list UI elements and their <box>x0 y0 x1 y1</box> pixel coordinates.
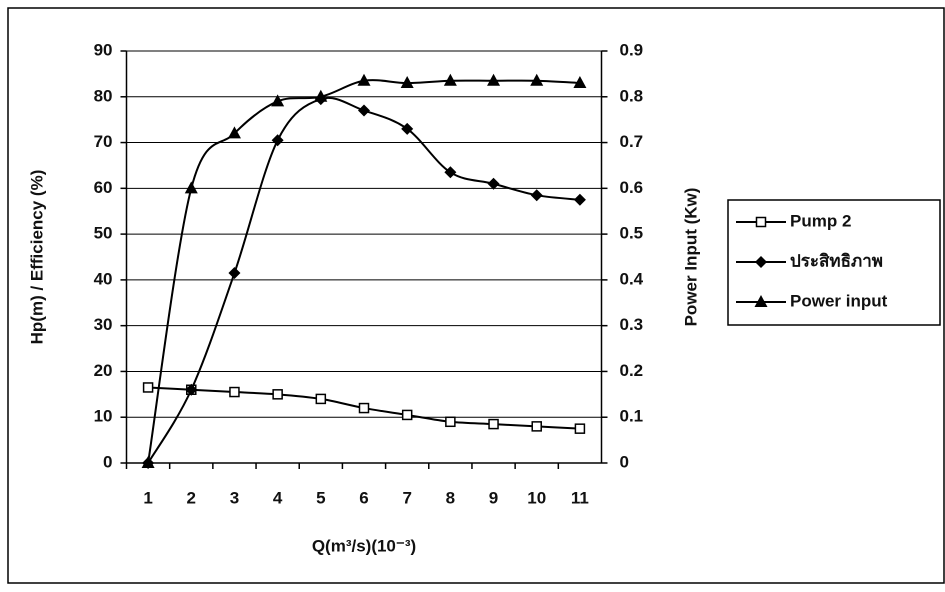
y-tick-label: 70 <box>94 132 113 151</box>
x-tick-label: 8 <box>446 488 455 507</box>
data-point <box>574 423 586 434</box>
x-tick-label: 9 <box>489 488 498 507</box>
legend-marker <box>755 256 767 268</box>
data-point <box>184 181 198 194</box>
y-tick-label: 90 <box>94 40 113 59</box>
data-point <box>445 416 456 428</box>
data-point <box>530 73 544 86</box>
y2-tick-label: 0.6 <box>620 178 644 197</box>
legend-label: Pump 2 <box>790 211 851 230</box>
y-tick-label: 60 <box>94 178 113 197</box>
y2-tick-label: 0.2 <box>620 361 644 380</box>
data-point <box>271 94 285 107</box>
y2-tick-label: 0.1 <box>620 407 644 426</box>
y2-tick-label: 0.5 <box>620 224 644 243</box>
data-point <box>272 389 283 400</box>
y-tick-label: 30 <box>94 315 113 334</box>
x-tick-label: 1 <box>143 488 152 507</box>
y2-tick-label: 0.8 <box>620 86 644 105</box>
data-point <box>531 421 542 432</box>
data-point <box>357 73 371 86</box>
x-tick-label: 7 <box>402 488 411 507</box>
data-point <box>229 386 240 398</box>
x-tick-label: 6 <box>359 488 368 507</box>
data-point <box>142 382 154 393</box>
data-point <box>271 134 284 147</box>
data-point <box>358 402 370 414</box>
x-tick-label: 5 <box>316 488 325 507</box>
y-tick-label: 10 <box>94 407 113 426</box>
y-tick-label: 0 <box>103 452 112 471</box>
x-tick-label: 11 <box>571 488 589 507</box>
x-tick-label: 2 <box>187 488 196 507</box>
data-point <box>400 76 414 89</box>
y-tick-label: 50 <box>94 224 113 243</box>
y-axis-label: Hp(m) / Efficiency (%) <box>27 170 46 345</box>
data-point <box>487 177 500 190</box>
data-point <box>530 189 543 202</box>
y2-tick-label: 0.4 <box>620 269 644 288</box>
y2-tick-label: 0.7 <box>620 132 644 151</box>
data-point <box>487 73 501 86</box>
data-point <box>443 73 457 86</box>
legend-marker <box>754 295 768 307</box>
data-point <box>315 393 327 405</box>
data-point <box>444 166 457 179</box>
data-point <box>228 267 241 280</box>
y-tick-label: 80 <box>94 86 113 105</box>
data-point <box>227 126 241 139</box>
data-point <box>401 409 413 421</box>
y2-tick-label: 0 <box>620 452 629 471</box>
x-tick-label: 3 <box>230 488 239 507</box>
x-tick-label: 10 <box>527 488 546 507</box>
y2-tick-label: 0.9 <box>620 40 644 59</box>
x-tick-label: 4 <box>273 488 283 507</box>
data-point <box>314 89 328 102</box>
x-axis-label: Q(m³/s)(10⁻³) <box>312 536 416 555</box>
legend-label: ประสิทธิภาพ <box>790 251 883 270</box>
y2-axis-label: Power Input (Kw) <box>681 188 700 327</box>
data-point <box>573 76 587 89</box>
data-point <box>488 418 499 430</box>
data-point <box>141 456 155 468</box>
y-tick-label: 40 <box>94 269 113 288</box>
data-point <box>358 104 370 117</box>
data-point <box>185 383 198 396</box>
legend-label: Power input <box>790 291 888 310</box>
data-point <box>401 122 414 135</box>
y2-tick-label: 0.3 <box>620 315 644 334</box>
y-tick-label: 20 <box>94 361 113 380</box>
data-point <box>573 193 586 206</box>
legend-marker <box>755 216 767 228</box>
